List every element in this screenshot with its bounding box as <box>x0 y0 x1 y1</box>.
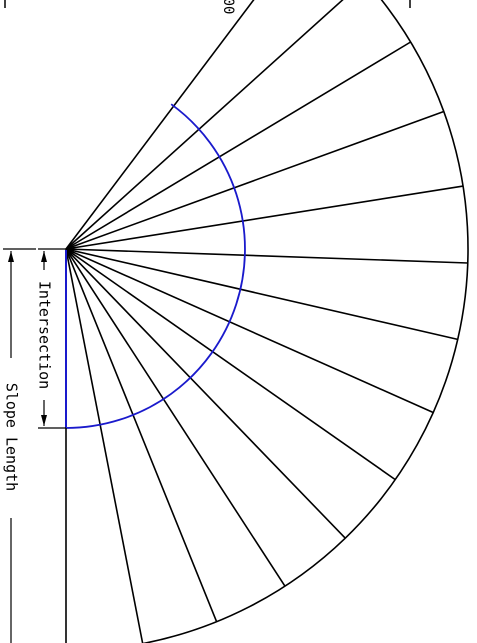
fan-ray <box>65 248 346 539</box>
fan-ray <box>65 248 468 264</box>
dimension-intersection <box>38 248 66 429</box>
fan-ray <box>65 248 396 481</box>
top-partial-label: 00 <box>220 0 236 14</box>
slope-length-label: Slope Length <box>3 383 21 491</box>
fan-ray <box>65 248 434 414</box>
fan-ray <box>65 248 286 587</box>
outer-arc <box>142 0 469 643</box>
intersection-label: Intersection <box>36 281 54 389</box>
fan-ray <box>65 41 412 250</box>
fan-ray <box>65 185 464 250</box>
fan-rays <box>65 0 468 643</box>
fan-ray <box>65 248 458 341</box>
fan-ray <box>65 248 144 643</box>
fan-ray <box>65 110 445 250</box>
fan-ray <box>65 248 218 622</box>
fan-ray <box>65 0 255 250</box>
fan-ray <box>65 0 344 250</box>
intersection-arc <box>65 103 246 429</box>
dimension-slope-length <box>3 248 36 643</box>
